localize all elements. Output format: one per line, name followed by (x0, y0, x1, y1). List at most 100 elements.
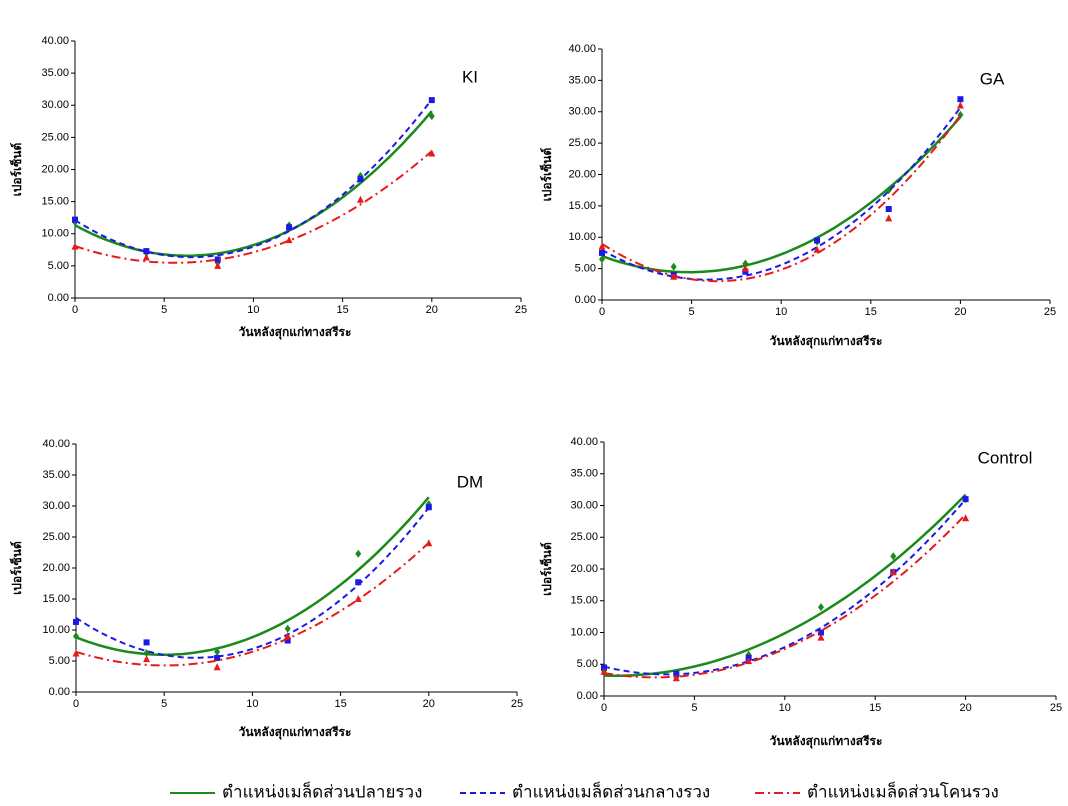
marker (71, 242, 79, 250)
y-tick-label: 15.00 (568, 200, 596, 212)
marker (284, 624, 291, 633)
marker (73, 618, 79, 625)
y-axis-label: เปอร์เซ็นต์ (9, 142, 24, 196)
marker (355, 549, 362, 558)
x-tick-label: 0 (73, 698, 79, 710)
y-tick-label: 25.00 (42, 531, 70, 543)
y-tick-label: 20.00 (568, 168, 596, 180)
x-tick-label: 5 (691, 702, 697, 714)
marker (742, 259, 749, 268)
x-tick-label: 10 (246, 698, 258, 710)
x-tick-label: 5 (689, 306, 695, 318)
x-axis-label: วันหลังสุกแก่ทางสรีระ (239, 725, 352, 740)
trendline (603, 493, 967, 678)
marker (73, 632, 79, 641)
marker (745, 657, 753, 665)
x-axis-label: วันหลังสุกแก่ทางสรีระ (770, 334, 883, 349)
y-tick-label: 15.00 (41, 196, 69, 208)
marker (425, 504, 432, 511)
marker (354, 595, 362, 602)
marker (214, 647, 221, 656)
marker (285, 236, 293, 244)
marker (813, 245, 821, 253)
y-axis-label: เปอร์เซ็นต์ (539, 147, 554, 201)
x-tick-label: 15 (869, 702, 881, 714)
marker (741, 264, 749, 272)
x-tick-label: 20 (959, 702, 971, 714)
marker (956, 101, 964, 109)
marker (286, 224, 293, 231)
marker (357, 176, 364, 183)
trendline (74, 150, 433, 264)
trendline (75, 542, 430, 667)
legend-label: ตำแหน่งเมล็ดส่วนปลายรวง (222, 780, 422, 801)
x-tick-label: 15 (865, 306, 877, 318)
marker (817, 603, 824, 612)
x-axis-label: วันหลังสุกแก่ทางสรีระ (239, 325, 352, 340)
y-tick-label: 40.00 (570, 436, 598, 448)
marker (143, 639, 150, 646)
marker (428, 97, 435, 104)
marker (213, 663, 221, 671)
x-tick-label: 0 (72, 304, 78, 316)
marker (673, 670, 680, 677)
x-tick-label: 10 (775, 306, 787, 318)
marker (742, 268, 749, 275)
marker (214, 256, 221, 263)
y-tick-label: 5.00 (49, 655, 70, 667)
marker (890, 552, 897, 561)
y-tick-label: 10.00 (568, 231, 596, 243)
marker (72, 649, 80, 657)
marker (143, 655, 151, 663)
x-tick-label: 15 (336, 304, 348, 316)
marker (284, 637, 291, 644)
chart-title: GA (980, 69, 1005, 88)
marker (885, 214, 893, 222)
y-tick-label: 30.00 (568, 106, 596, 118)
y-tick-label: 5.00 (577, 658, 598, 670)
marker (885, 206, 892, 213)
chart-title: Control (978, 448, 1033, 467)
x-tick-label: 25 (1044, 306, 1056, 318)
chart-title: DM (457, 472, 483, 491)
y-axis-label: เปอร์เซ็นต์ (539, 542, 554, 596)
y-tick-label: 30.00 (42, 500, 70, 512)
marker (599, 249, 605, 256)
x-tick-label: 20 (426, 304, 438, 316)
trendline (75, 496, 430, 657)
y-tick-label: 5.00 (575, 263, 596, 275)
y-tick-label: 0.00 (49, 686, 70, 698)
trendline (74, 110, 433, 257)
y-tick-label: 0.00 (575, 294, 596, 306)
x-tick-label: 10 (247, 304, 259, 316)
x-tick-label: 20 (954, 306, 966, 318)
y-tick-label: 20.00 (42, 562, 70, 574)
y-tick-label: 35.00 (41, 67, 69, 79)
y-tick-label: 0.00 (577, 690, 598, 702)
y-axis-label: เปอร์เซ็นต์ (9, 541, 24, 595)
trendline (75, 506, 430, 659)
trendline (601, 114, 962, 283)
y-tick-label: 5.00 (48, 260, 69, 272)
y-tick-label: 10.00 (42, 624, 70, 636)
marker (284, 632, 292, 640)
marker (428, 149, 436, 157)
marker (601, 664, 607, 671)
y-tick-label: 40.00 (568, 43, 596, 55)
y-tick-label: 25.00 (41, 131, 69, 143)
y-tick-label: 30.00 (570, 499, 598, 511)
trendline (601, 106, 962, 281)
y-tick-label: 15.00 (42, 593, 70, 605)
y-tick-label: 35.00 (570, 468, 598, 480)
x-tick-label: 25 (1050, 702, 1062, 714)
marker (889, 568, 897, 576)
x-tick-label: 25 (511, 698, 523, 710)
x-tick-label: 25 (515, 304, 527, 316)
marker (670, 272, 678, 280)
marker (143, 248, 150, 255)
x-tick-label: 5 (161, 304, 167, 316)
y-tick-label: 30.00 (41, 99, 69, 111)
y-tick-label: 40.00 (42, 438, 70, 450)
marker (814, 237, 821, 244)
y-tick-label: 10.00 (41, 228, 69, 240)
